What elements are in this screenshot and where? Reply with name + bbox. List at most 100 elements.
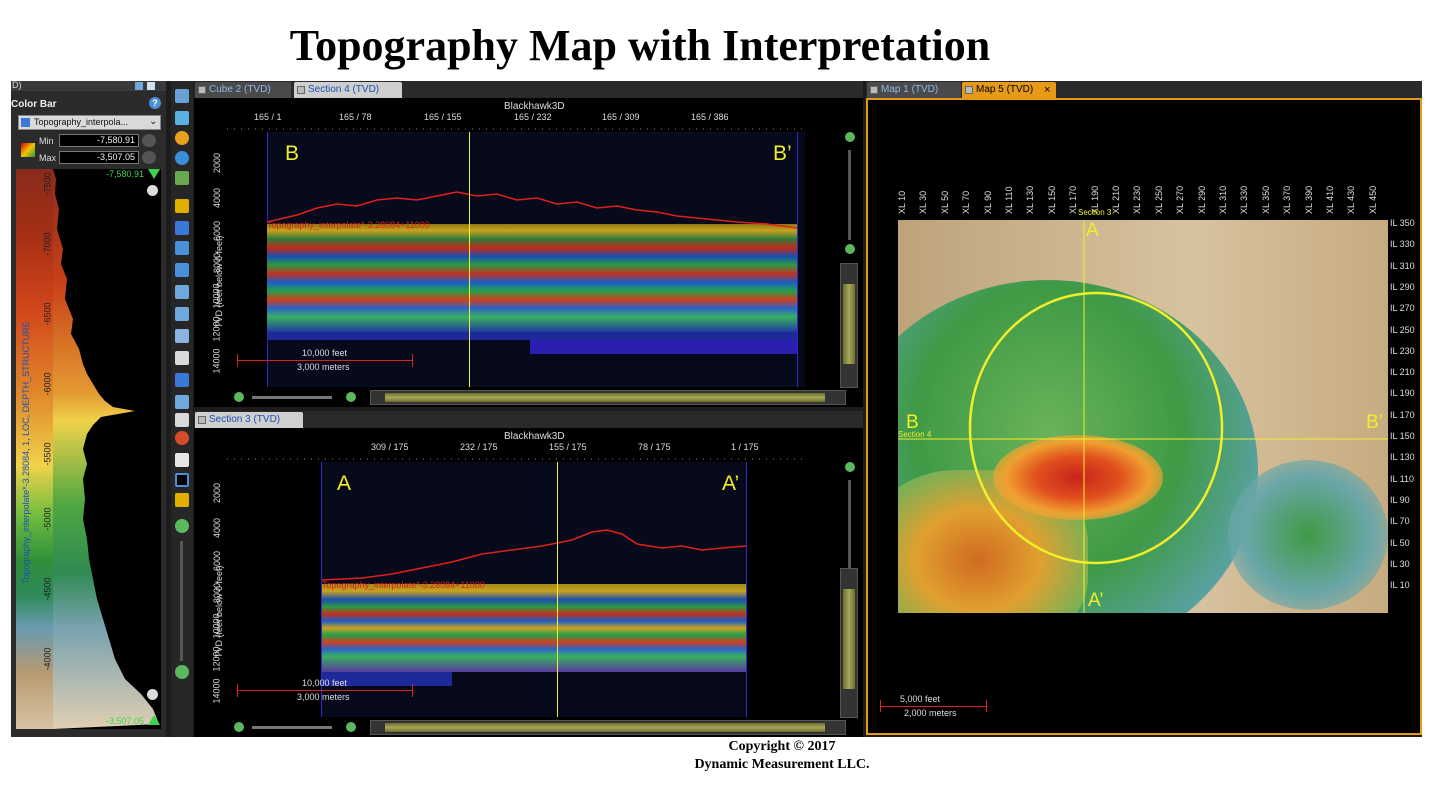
horizontal-zoom-slider[interactable] <box>252 726 332 729</box>
section-3-view[interactable]: Blackhawk3D 309 / 175 232 / 175 155 / 17… <box>194 428 863 737</box>
export-icon[interactable] <box>175 493 189 507</box>
select-icon[interactable] <box>175 285 189 299</box>
xl-tick: XL 250 <box>1153 185 1164 214</box>
zoom-icon[interactable] <box>175 89 189 103</box>
scale-bar-tick <box>412 684 413 697</box>
scroll-thumb[interactable] <box>385 393 825 402</box>
xl-tick: XL 410 <box>1325 185 1335 214</box>
image-icon[interactable] <box>175 199 189 213</box>
map-east-low <box>1228 460 1388 610</box>
document-icon[interactable] <box>175 453 189 467</box>
pan-icon[interactable] <box>175 111 189 125</box>
tab-label: Map 1 (TVD) <box>881 84 939 95</box>
xl-tick: XL 370 <box>1282 185 1293 214</box>
seismic-base-block <box>322 672 452 686</box>
target-icon[interactable] <box>175 131 189 145</box>
max-reset-icon[interactable] <box>142 151 156 164</box>
section-plot: Topography_interpolate*-3.28084+11000 A … <box>227 462 805 717</box>
max-input[interactable]: -3,507.05 <box>59 151 139 164</box>
zoom-out-icon[interactable] <box>234 392 244 402</box>
histogram-tick: -4000 <box>42 647 53 671</box>
palette-icon[interactable] <box>175 351 189 365</box>
y-tick: 6000 <box>212 550 223 572</box>
attribute-select[interactable]: Topography_interpola... ⌄ <box>18 115 161 130</box>
zoom-in-icon[interactable] <box>175 519 189 533</box>
y-tick: 4000 <box>212 187 223 209</box>
map-label-b: B <box>906 412 919 433</box>
scroll-thumb[interactable] <box>385 723 825 732</box>
xl-tick: XL 50 <box>939 190 950 214</box>
topography-horizon <box>267 191 797 229</box>
tab-cube-2[interactable]: Cube 2 (TVD) <box>195 82 291 98</box>
zoom-in-icon[interactable] <box>845 462 855 472</box>
restore-icon[interactable] <box>135 82 143 90</box>
transform-icon[interactable] <box>175 263 189 277</box>
max-handle-icon[interactable] <box>148 169 160 179</box>
color-map-swatch-icon[interactable] <box>21 143 35 157</box>
rectangle-icon[interactable] <box>175 473 189 487</box>
scale-meters: 3,000 meters <box>297 362 350 372</box>
measure-icon[interactable] <box>175 373 189 387</box>
color-bar-panel: D) Color Bar ? Topography_interpola... ⌄… <box>11 80 166 737</box>
zoom-out-icon[interactable] <box>175 665 189 679</box>
grid-icon[interactable] <box>175 171 189 185</box>
tab-section-3[interactable]: Section 3 (TVD) <box>195 412 303 428</box>
section-plot: Topography_interpolate*-3.28084+11000 B … <box>227 132 805 387</box>
zoom-in-icon[interactable] <box>147 185 158 196</box>
horizontal-zoom-slider[interactable] <box>252 396 332 399</box>
scroll-thumb[interactable] <box>843 284 855 364</box>
zoom-slider[interactable] <box>180 541 183 661</box>
tab-map-5[interactable]: Map 5 (TVD) × <box>962 82 1056 98</box>
zoom-in-icon[interactable] <box>346 722 356 732</box>
stop-icon[interactable] <box>175 431 189 445</box>
y-tick: 2000 <box>212 482 223 504</box>
horizontal-scrollbar[interactable] <box>370 390 846 405</box>
zoom-in-icon[interactable] <box>845 132 855 142</box>
x-tick: 165 / 155 <box>424 112 462 122</box>
min-handle-icon[interactable] <box>148 715 160 725</box>
histogram <box>53 169 159 729</box>
zoom-out-icon[interactable] <box>147 689 158 700</box>
zoom-out-icon[interactable] <box>845 244 855 254</box>
vertical-zoom-slider[interactable] <box>848 480 851 640</box>
seismic-data <box>322 584 746 672</box>
close-icon[interactable]: × <box>1044 84 1051 96</box>
il-tick: IL 350 <box>1390 218 1415 228</box>
vertical-scrollbar[interactable] <box>840 568 858 718</box>
tab-section-4[interactable]: Section 4 (TVD) <box>294 82 402 98</box>
layers-icon[interactable] <box>175 329 189 343</box>
zoom-out-icon[interactable] <box>234 722 244 732</box>
help-icon[interactable]: ? <box>149 97 161 109</box>
vertical-zoom-slider[interactable] <box>848 150 851 240</box>
minimize-icon[interactable] <box>147 82 155 90</box>
map-5-view[interactable]: XL 10 XL 30 XL 50 XL 70 XL 90 XL 110 XL 130 XL … <box>866 98 1422 735</box>
horizontal-scrollbar[interactable] <box>370 720 846 735</box>
xl-tick: XL 210 <box>1111 185 1121 214</box>
view-icon <box>198 416 206 424</box>
section-4-view[interactable]: Blackhawk3D 165 / 1 165 / 78 165 / 155 1… <box>194 98 863 407</box>
min-input[interactable]: -7,580.91 <box>59 134 139 147</box>
x-tick: 165 / 78 <box>339 112 372 122</box>
xl-tick: XL 70 <box>961 190 972 214</box>
xl-tick: XL 10 <box>897 190 907 214</box>
pick-icon[interactable] <box>175 241 189 255</box>
edit-icon[interactable] <box>175 307 189 321</box>
section-label-a: A <box>337 472 352 495</box>
histogram-tick: -5000 <box>42 507 53 531</box>
scale-bar-tick <box>237 354 238 367</box>
tab-label: Section 4 (TVD) <box>308 84 380 95</box>
pin-icon[interactable] <box>175 413 189 427</box>
zoom-in-icon[interactable] <box>346 392 356 402</box>
xl-tick: XL 310 <box>1218 185 1228 214</box>
line-icon[interactable] <box>175 395 189 409</box>
min-reset-icon[interactable] <box>142 134 156 147</box>
tab-map-1[interactable]: Map 1 (TVD) <box>867 82 961 98</box>
vertical-scrollbar[interactable] <box>840 263 858 388</box>
arrow-right-icon[interactable] <box>175 221 189 235</box>
refresh-icon[interactable] <box>175 151 189 165</box>
view-icon <box>297 86 305 94</box>
color-gradient-bar <box>16 169 53 729</box>
topography-map[interactable] <box>898 220 1388 613</box>
survey-label: Blackhawk3D <box>504 101 565 112</box>
scroll-thumb[interactable] <box>843 589 855 689</box>
